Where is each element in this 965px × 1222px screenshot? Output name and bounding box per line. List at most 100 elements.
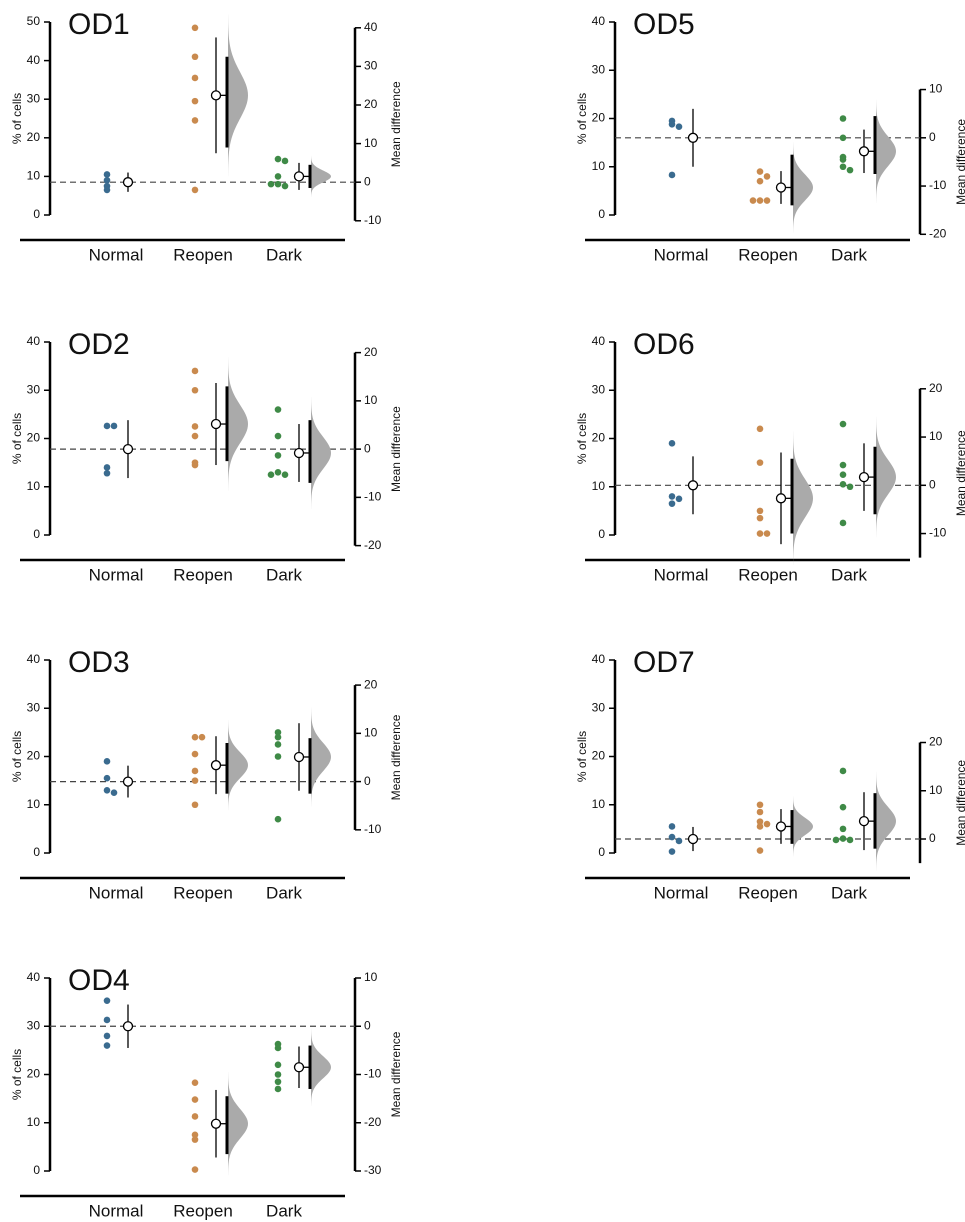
data-point [274, 1085, 282, 1093]
data-point [191, 767, 199, 775]
y-tick-label: 0 [33, 527, 40, 541]
y-tick-label: 10 [27, 479, 41, 493]
y2-tick-label: 10 [929, 783, 943, 797]
data-point [668, 823, 676, 830]
data-point [839, 134, 847, 142]
y-tick-label: 0 [33, 1163, 40, 1177]
y-tick-label: 40 [592, 334, 606, 348]
y2-tick-label: 10 [929, 82, 943, 96]
y-axis-label: % of cells [10, 1049, 24, 1100]
data-point [274, 180, 282, 188]
data-point [756, 530, 764, 537]
data-point [274, 815, 282, 823]
y-tick-label: 30 [27, 382, 41, 396]
y2-tick-label: 30 [364, 59, 378, 73]
data-point [198, 733, 206, 741]
data-point [763, 173, 771, 180]
bootstrap-distribution [311, 707, 331, 807]
y2-tick-label: 0 [364, 174, 371, 188]
category-label: Normal [654, 565, 709, 584]
data-point [274, 733, 282, 741]
data-point [756, 818, 764, 825]
y2-tick-label: -10 [929, 178, 947, 192]
y-tick-label: 20 [27, 1067, 41, 1081]
category-label: Reopen [738, 883, 798, 902]
y-axis-label: % of cells [575, 731, 589, 782]
data-point [675, 837, 683, 845]
y-tick-label: 30 [592, 62, 606, 76]
y2-axis-label: Mean difference [389, 81, 403, 167]
data-point [839, 163, 847, 171]
y2-tick-label: 0 [929, 831, 936, 845]
data-point [274, 1044, 282, 1052]
y-tick-label: 40 [592, 652, 606, 666]
group-mean [687, 132, 699, 143]
y2-axis-label: Mean difference [954, 119, 965, 205]
bootstrap-distribution [228, 1072, 248, 1176]
data-point [763, 197, 771, 204]
y2-tick-label: 10 [364, 136, 378, 150]
data-point [191, 1131, 199, 1139]
bootstrap-distribution [228, 719, 248, 811]
y2-tick-label: 10 [364, 393, 378, 407]
panel-title: OD7 [633, 646, 695, 679]
y2-tick-label: 0 [364, 774, 371, 788]
data-point [191, 461, 199, 469]
data-point [756, 514, 764, 522]
y-tick-label: 20 [27, 130, 41, 144]
group-mean [293, 447, 305, 459]
group-mean [858, 816, 870, 827]
y2-tick-label: 20 [929, 381, 943, 395]
group-mean [293, 1062, 305, 1073]
data-point [846, 166, 854, 174]
y-axis-label: % of cells [575, 413, 589, 464]
data-point [274, 406, 282, 413]
y-axis-label: % of cells [10, 731, 24, 782]
data-point [103, 774, 111, 782]
bootstrap-distribution [876, 771, 896, 871]
data-point [191, 24, 199, 32]
bootstrap-distribution [793, 796, 813, 857]
y2-tick-label: 0 [364, 441, 371, 455]
category-label: Reopen [173, 245, 233, 264]
data-point [103, 464, 111, 471]
data-point [756, 823, 764, 830]
data-point [110, 789, 118, 796]
y2-tick-label: 0 [929, 130, 936, 144]
group-mean [775, 821, 787, 832]
y-tick-label: 20 [592, 431, 606, 445]
category-label: Dark [266, 565, 302, 584]
data-point [274, 452, 282, 459]
group-mean [858, 471, 870, 483]
data-point [103, 176, 111, 184]
category-label: Reopen [173, 1201, 233, 1220]
data-point [191, 733, 199, 741]
y2-tick-label: -10 [364, 490, 382, 504]
group-mean [687, 833, 699, 845]
data-point [668, 848, 676, 855]
group-mean [210, 418, 222, 430]
data-point [839, 519, 847, 527]
group-mean [858, 146, 870, 157]
data-point [191, 1136, 199, 1143]
bootstrap-distribution [311, 396, 331, 509]
data-point [110, 422, 118, 430]
data-point [668, 120, 676, 128]
data-point [756, 507, 764, 515]
data-point [839, 115, 847, 122]
data-point [756, 177, 764, 185]
data-point [839, 461, 847, 469]
data-point [281, 157, 289, 165]
y2-axis-label: Mean difference [954, 760, 965, 846]
data-point [756, 847, 764, 854]
bootstrap-distribution [311, 1028, 331, 1107]
data-point [191, 423, 199, 430]
y2-tick-label: -10 [364, 822, 382, 836]
y-tick-label: 30 [592, 382, 606, 396]
y2-tick-label: 20 [364, 345, 378, 359]
category-label: Normal [89, 883, 144, 902]
data-point [839, 803, 847, 811]
data-point [675, 495, 683, 503]
panel-title: OD3 [68, 646, 130, 679]
y-tick-label: 30 [27, 1018, 41, 1032]
